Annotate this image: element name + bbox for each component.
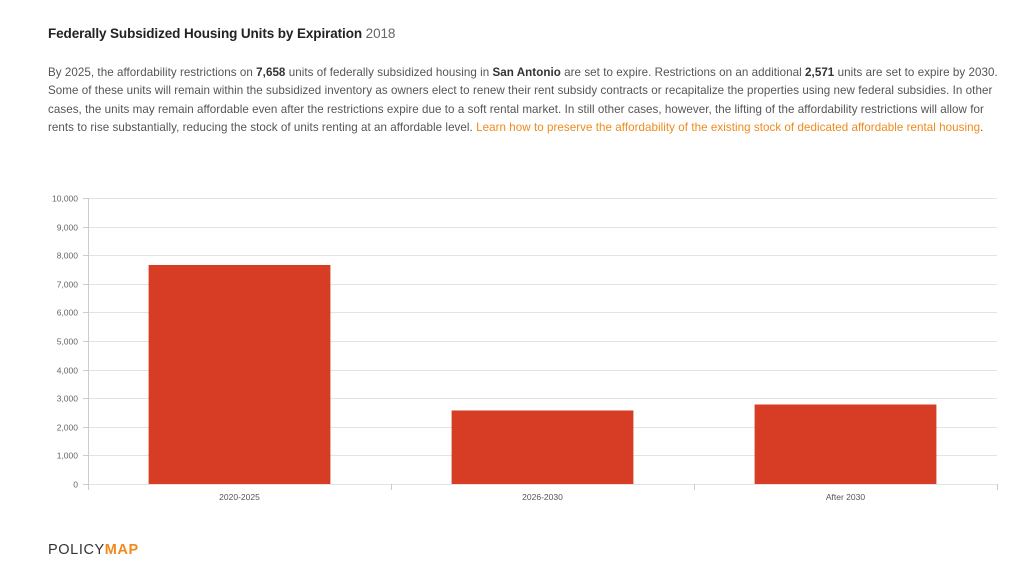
y-axis-ticks: 0 1,000 2,000 3,000 4,000 5,000 6,000 7,000 8,00…: [52, 194, 78, 490]
desc-units-2025: 7,658: [256, 66, 286, 79]
logo-policy: POLICY: [48, 542, 105, 558]
bar-chart: 0 1,000 2,000 3,000 4,000 5,000 6,000 7,000 8,00…: [52, 194, 998, 502]
chart-title: Federally Subsidized Housing Units by Ex…: [48, 26, 395, 41]
preserve-affordability-link[interactable]: Learn how to preserve the affordability …: [476, 121, 981, 135]
bar-chart-container: 0 1,000 2,000 3,000 4,000 5,000 6,000 7,000 8,00…: [0, 190, 1024, 510]
y-tick-label: 9,000: [57, 223, 79, 233]
x-tick-label: 2020-2025: [219, 492, 260, 502]
y-tick-label: 8,000: [57, 251, 79, 261]
desc-text-2: units of federally subsidized housing in: [285, 66, 493, 79]
desc-city: San Antonio: [492, 66, 561, 79]
y-tick-label: 2,000: [57, 423, 79, 433]
bar: [451, 410, 634, 484]
desc-text-4: units are set to expire by 2030. Some of…: [48, 66, 998, 135]
bars: [148, 264, 937, 484]
y-tick-label: 10,000: [52, 194, 78, 204]
y-tick-label: 0: [73, 480, 78, 490]
y-tick-label: 6,000: [57, 308, 79, 318]
logo-map: MAP: [104, 542, 139, 558]
y-tick-label: 1,000: [57, 451, 79, 461]
y-tick-label: 7,000: [57, 280, 79, 290]
desc-units-2030: 2,571: [805, 66, 835, 79]
bar: [754, 404, 937, 484]
desc-text-3: are set to expire. Restrictions on an ad…: [560, 66, 806, 79]
description-paragraph: By 2025, the affordability restrictions …: [48, 64, 998, 138]
x-tick-label: After 2030: [826, 492, 865, 502]
bar: [148, 264, 331, 484]
desc-text-5: .: [980, 121, 984, 135]
x-axis-ticks: 2020-2025 2026-2030 After 2030: [88, 484, 998, 502]
policymap-logo[interactable]: POLICYMAP: [48, 542, 139, 558]
chart-title-text: Federally Subsidized Housing Units by Ex…: [48, 26, 362, 41]
chart-title-year: 2018: [365, 26, 396, 41]
x-tick-label: 2026-2030: [522, 492, 563, 502]
desc-text-1: By 2025, the affordability restrictions …: [48, 66, 257, 79]
y-tick-label: 4,000: [57, 366, 79, 376]
y-tick-label: 5,000: [57, 337, 79, 347]
y-tick-label: 3,000: [57, 394, 79, 404]
